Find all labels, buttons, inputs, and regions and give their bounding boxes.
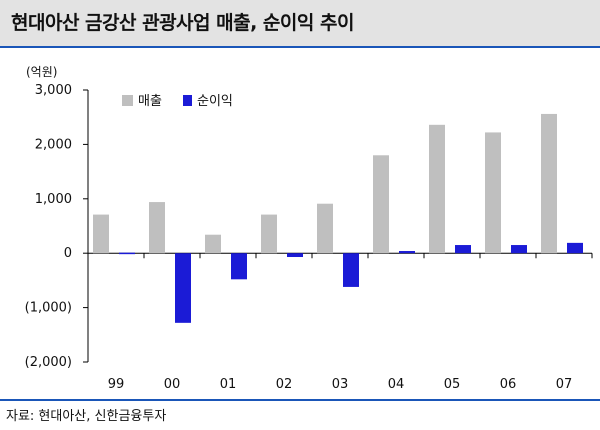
revenue-bar — [485, 132, 501, 254]
revenue-bar — [261, 214, 277, 254]
x-tick-label: 06 — [500, 377, 517, 392]
revenue-bar — [317, 203, 333, 254]
net-income-bar — [399, 251, 415, 254]
net-income-bar — [455, 245, 471, 254]
x-tick-label: 02 — [276, 377, 293, 392]
x-tick-label: 00 — [164, 377, 181, 392]
net-income-bar — [511, 245, 527, 254]
revenue-bar — [373, 155, 389, 254]
y-tick-label: 1,000 — [35, 192, 72, 207]
net-income-bar — [231, 253, 247, 280]
legend-swatch-net-income — [183, 95, 192, 106]
x-tick-label: 01 — [220, 377, 237, 392]
legend-label-revenue: 매출 — [138, 94, 162, 109]
x-tick-label: 04 — [388, 377, 405, 392]
unit-label: (억원) — [26, 65, 58, 79]
x-tick-label: 07 — [556, 377, 573, 392]
x-tick-label: 99 — [108, 377, 125, 392]
revenue-bar — [429, 124, 445, 254]
net-income-bar — [119, 252, 135, 255]
legend-swatch-revenue — [122, 95, 133, 106]
y-tick-label: 2,000 — [35, 137, 72, 152]
y-tick-label: (2,000) — [25, 355, 72, 370]
source-note: 자료: 현대아산, 신한금융투자 — [6, 409, 167, 424]
x-tick-label: 03 — [332, 377, 349, 392]
net-income-bar — [287, 253, 303, 258]
revenue-bar — [541, 113, 557, 254]
y-tick-label: 3,000 — [35, 83, 72, 98]
chart-title: 현대아산 금강산 관광사업 매출, 순이익 추이 — [11, 12, 354, 34]
y-tick-label: 0 — [64, 246, 72, 261]
title-bar: 현대아산 금강산 관광사업 매출, 순이익 추이 — [0, 0, 600, 48]
revenue-bar — [93, 214, 109, 254]
revenue-bar — [149, 202, 165, 254]
revenue-bar — [205, 234, 221, 254]
net-income-bar — [175, 253, 191, 323]
y-tick-label: (1,000) — [25, 301, 72, 316]
x-tick-label: 05 — [444, 377, 461, 392]
net-income-bar — [567, 242, 583, 254]
net-income-bar — [343, 253, 359, 287]
legend-label-net-income: 순이익 — [197, 94, 233, 109]
bottom-rule — [0, 399, 600, 401]
